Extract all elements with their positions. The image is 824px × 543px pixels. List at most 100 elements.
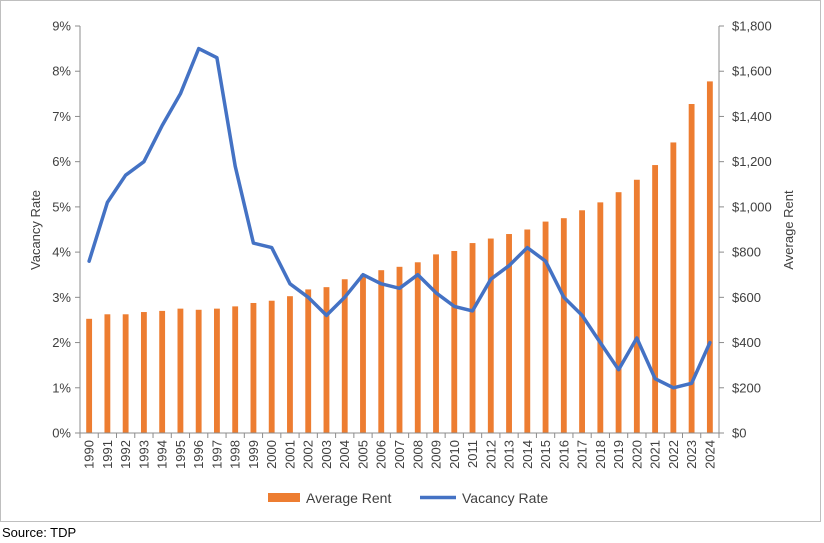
left-tick-label: 9% (52, 19, 71, 34)
right-tick-label: $1,800 (732, 19, 772, 34)
vacancy-rate-line-layer (87, 46, 712, 390)
x-tick-label: 2019 (611, 440, 626, 469)
x-tick-label: 2011 (465, 440, 480, 468)
bar-average-rent (487, 238, 494, 433)
left-tick-label: 0% (52, 426, 71, 441)
right-tick-label: $200 (732, 380, 761, 395)
x-tick-label: 2006 (374, 440, 389, 469)
chart-frame (0, 0, 821, 522)
bar-average-rent (414, 262, 421, 433)
x-tick-label: 2018 (593, 440, 608, 469)
x-tick-label: 2004 (337, 440, 352, 469)
bar-average-rent (104, 314, 111, 433)
legend-vacancy-rate-label: Vacancy Rate (462, 490, 548, 506)
right-axis-title: Average Rent (781, 190, 796, 270)
bar-average-rent (195, 309, 202, 433)
bar-average-rent (670, 142, 677, 434)
x-axis-ticks: 1990 1991 1992 1993 1994 1995 1996 1997 1998 1999… (79, 433, 720, 469)
x-tick-label: 1995 (173, 440, 188, 469)
source-note: Source: TDP (2, 525, 77, 540)
x-tick-label: 2007 (392, 440, 407, 469)
x-tick-label: 1996 (191, 440, 206, 469)
x-tick-label: 2016 (556, 440, 571, 469)
left-tick-label: 3% (52, 290, 71, 305)
bar-average-rent (140, 312, 147, 433)
bar-average-rent (542, 221, 549, 433)
legend-average-rent-label: Average Rent (306, 490, 391, 506)
combo-chart: 0% 1% 2% 3% 4% 5% 6% 7% 8% 9% $0 $200 $400 $600 $800 $… (28, 19, 796, 507)
x-tick-label: 2014 (520, 440, 535, 469)
bar-average-rent (250, 302, 257, 433)
x-tick-label: 1998 (228, 440, 243, 469)
x-tick-label: 2000 (264, 440, 279, 469)
x-tick-label: 1992 (118, 440, 133, 469)
average-rent-bars (86, 81, 713, 434)
x-tick-label: 2003 (319, 440, 334, 469)
right-tick-label: $1,200 (732, 154, 772, 169)
x-tick-label: 1990 (82, 440, 97, 469)
right-tick-label: $0 (732, 426, 746, 441)
x-tick-label: 2001 (282, 440, 297, 469)
right-tick-label: $1,600 (732, 64, 772, 79)
bar-average-rent (560, 218, 567, 433)
right-tick-label: $600 (732, 290, 761, 305)
x-tick-label: 2005 (355, 440, 370, 469)
x-tick-label: 2008 (410, 440, 425, 469)
bar-average-rent (433, 254, 439, 433)
bar-average-rent (159, 310, 166, 433)
x-tick-label: 1997 (209, 440, 224, 469)
bar-average-rent (232, 306, 239, 433)
bar-average-rent (506, 234, 512, 433)
bar-average-rent (469, 243, 476, 433)
x-tick-label: 2020 (629, 440, 644, 469)
bar-average-rent (706, 81, 713, 434)
right-tick-label: $800 (732, 245, 761, 260)
bar-average-rent (396, 266, 403, 433)
left-tick-label: 6% (52, 154, 71, 169)
x-tick-label: 2010 (447, 440, 462, 469)
left-axis-ticks: 0% 1% 2% 3% 4% 5% 6% 7% 8% 9% (52, 19, 80, 441)
left-tick-label: 1% (52, 380, 71, 395)
bar-average-rent (378, 270, 385, 433)
left-tick-label: 5% (52, 199, 71, 214)
right-axis-ticks: $0 $200 $400 $600 $800 $1,000 $1,200 $1,400 $1,6… (719, 19, 772, 441)
legend: Average Rent Vacancy Rate (268, 490, 548, 506)
x-tick-label: 2021 (648, 440, 663, 469)
x-tick-label: 2002 (301, 440, 316, 469)
bar-average-rent (579, 210, 585, 433)
x-tick-label: 2024 (702, 440, 717, 469)
x-tick-label: 1993 (136, 440, 151, 469)
right-tick-label: $1,400 (732, 109, 772, 124)
x-tick-label: 2009 (429, 440, 444, 469)
bar-average-rent (287, 296, 293, 433)
left-tick-label: 4% (52, 245, 71, 260)
left-tick-label: 2% (52, 335, 71, 350)
bar-average-rent (86, 318, 93, 433)
left-axis-title: Vacancy Rate (28, 190, 43, 270)
left-tick-label: 8% (52, 64, 71, 79)
bar-average-rent (451, 250, 458, 433)
x-tick-label: 2022 (666, 440, 681, 469)
bar-average-rent (688, 104, 695, 433)
left-tick-label: 7% (52, 109, 71, 124)
bar-average-rent (323, 287, 330, 433)
x-tick-label: 2012 (483, 440, 498, 469)
bar-average-rent (633, 179, 640, 433)
bar-average-rent (360, 274, 366, 433)
bar-average-rent (652, 165, 659, 433)
bar-average-rent (341, 279, 348, 433)
bar-average-rent (122, 314, 129, 433)
x-tick-label: 1994 (155, 440, 170, 469)
bar-average-rent (597, 202, 604, 433)
bar-average-rent (268, 300, 275, 433)
axes (79, 26, 720, 434)
bar-average-rent (214, 308, 220, 433)
right-tick-label: $400 (732, 335, 761, 350)
x-tick-label: 2015 (538, 440, 553, 469)
x-tick-label: 2017 (575, 440, 590, 469)
bar-average-rent (305, 289, 312, 433)
legend-average-rent-swatch (268, 493, 300, 502)
bar-average-rent (524, 229, 531, 433)
x-tick-label: 2023 (684, 440, 699, 469)
bar-average-rent (615, 192, 622, 433)
